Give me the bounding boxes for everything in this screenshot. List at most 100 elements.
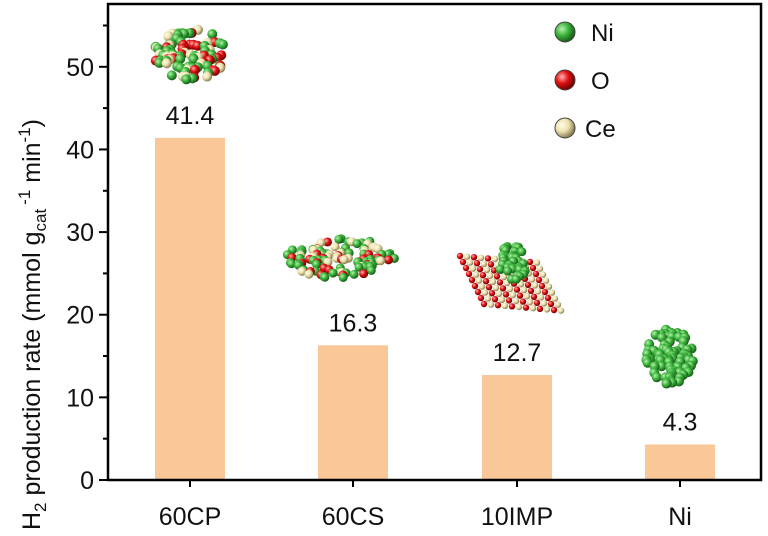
atom xyxy=(502,291,510,298)
x-tick-label: Ni xyxy=(668,503,692,531)
atom xyxy=(548,289,556,296)
legend-label: Ce xyxy=(585,116,616,143)
atom xyxy=(468,276,476,284)
atom xyxy=(540,300,548,307)
y-axis-label: H2 production rate (mmol gcat-1 min-1) xyxy=(15,119,50,530)
atom xyxy=(354,262,364,272)
atom xyxy=(534,288,542,295)
y-tick-label: 0 xyxy=(80,467,94,495)
atom xyxy=(475,277,483,284)
atom xyxy=(651,372,662,383)
atom xyxy=(554,301,562,308)
atom xyxy=(517,247,527,257)
atom xyxy=(495,290,503,297)
atom xyxy=(469,265,477,272)
atom xyxy=(322,237,332,247)
atom xyxy=(544,294,552,302)
bar-60CP xyxy=(155,137,225,480)
atom xyxy=(524,281,532,288)
atom xyxy=(181,74,192,85)
legend-marker-ce xyxy=(554,117,576,139)
y-axis: 0 10 20 30 40 50 xyxy=(66,24,108,495)
atom xyxy=(480,300,488,308)
atom xyxy=(483,266,491,273)
atom xyxy=(154,57,165,68)
atom xyxy=(543,306,551,313)
atom xyxy=(286,259,296,269)
atom xyxy=(491,255,499,263)
atom xyxy=(539,271,547,278)
atom xyxy=(339,255,349,265)
atom xyxy=(491,296,499,303)
atom xyxy=(503,266,513,276)
atom xyxy=(330,242,340,252)
atom xyxy=(494,302,502,309)
Ni-structure xyxy=(641,324,698,389)
atom xyxy=(478,283,486,290)
atom xyxy=(188,54,199,65)
y-tick-label: 40 xyxy=(66,136,94,164)
atom xyxy=(477,254,485,261)
atom xyxy=(509,291,517,299)
atom xyxy=(557,307,565,314)
atom xyxy=(495,264,505,274)
atom xyxy=(501,302,509,309)
atom xyxy=(328,268,338,278)
atom xyxy=(545,283,553,290)
y-tick-label: 30 xyxy=(66,219,94,247)
atom xyxy=(473,260,481,267)
data-label: 16.3 xyxy=(329,309,378,337)
atom xyxy=(500,273,508,281)
atom xyxy=(508,303,516,310)
atom xyxy=(493,273,501,280)
atom xyxy=(304,269,314,279)
y-tick-label: 50 xyxy=(66,54,94,82)
10IMP-structure xyxy=(456,252,565,314)
atom xyxy=(496,279,504,286)
atom xyxy=(527,287,535,294)
atom xyxy=(376,256,386,266)
atom xyxy=(536,305,544,312)
atom xyxy=(338,272,348,282)
atom xyxy=(463,253,471,260)
atom xyxy=(472,271,480,278)
atom xyxy=(474,288,482,296)
atom xyxy=(535,276,543,284)
atom xyxy=(192,40,203,51)
atom xyxy=(550,306,558,314)
atom xyxy=(470,254,478,261)
atom xyxy=(459,258,467,266)
atom xyxy=(488,290,496,297)
atom xyxy=(359,269,369,279)
atom xyxy=(480,260,488,267)
atom xyxy=(366,265,376,275)
atom xyxy=(532,270,540,278)
atom xyxy=(481,289,489,296)
atom xyxy=(537,294,545,301)
60CP-structure xyxy=(150,24,228,85)
atom xyxy=(456,252,464,260)
atom xyxy=(505,297,513,304)
atom xyxy=(466,259,474,266)
atom xyxy=(512,297,520,305)
atom xyxy=(528,276,536,283)
y-tick-label: 20 xyxy=(66,302,94,330)
atom xyxy=(163,31,174,42)
y-tick-label: 10 xyxy=(66,384,94,412)
atom xyxy=(529,305,537,312)
atom xyxy=(352,239,362,249)
legend-marker-ni xyxy=(554,21,576,43)
atom xyxy=(522,304,530,311)
data-labels: 41.4 16.3 12.7 4.3 xyxy=(166,102,698,437)
atom xyxy=(465,270,473,278)
atom xyxy=(485,284,493,291)
atom xyxy=(471,282,479,290)
atom xyxy=(661,378,672,389)
legend-marker-o xyxy=(554,69,576,91)
atom xyxy=(523,293,531,300)
x-tick-label: 10IMP xyxy=(481,503,553,531)
bar-10IMP xyxy=(482,375,552,480)
atom xyxy=(490,267,498,274)
atom xyxy=(487,261,495,268)
